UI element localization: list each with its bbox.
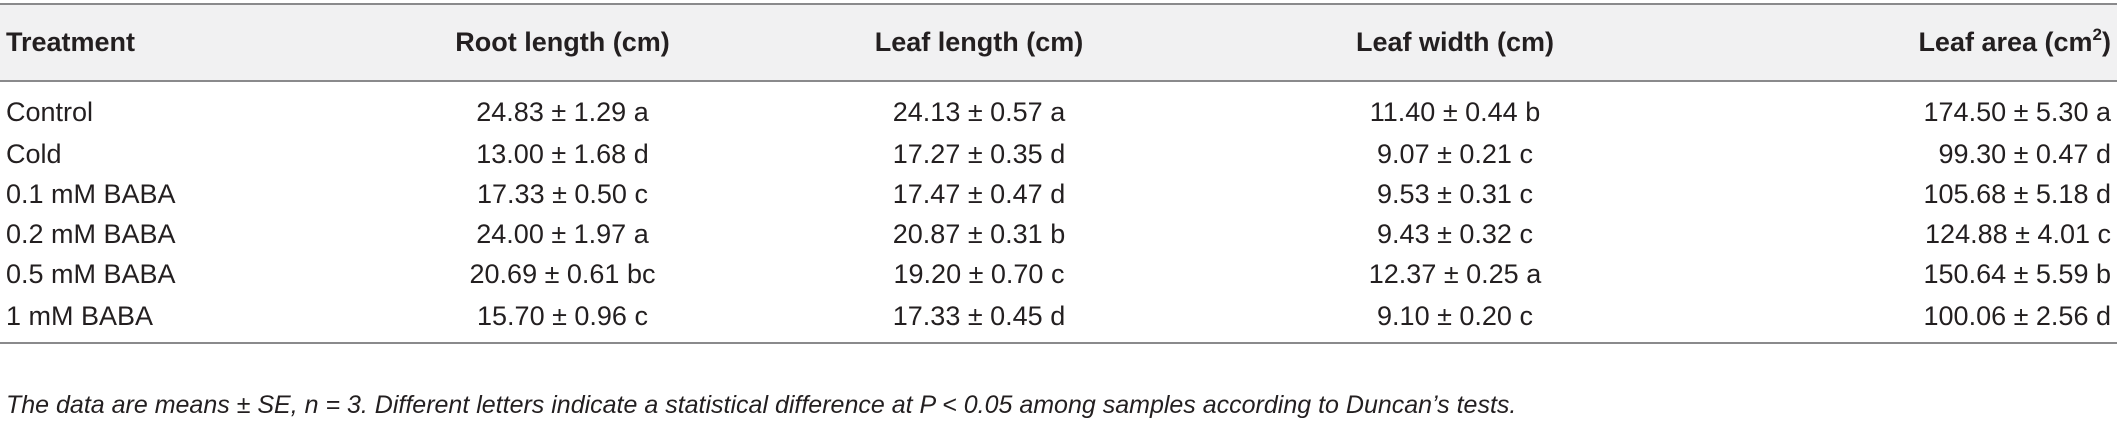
cell-leaf-width: 9.07 ± 0.21 c [1377, 138, 1533, 169]
cell-root-length: 13.00 ± 1.68 d [476, 138, 649, 169]
cell-root-length: 24.00 ± 1.97 a [476, 218, 649, 249]
cell-leaf-area: 174.50 ± 5.30 a [1923, 96, 2111, 127]
header-leaf-area-superscript: 2 [2092, 25, 2102, 44]
cell-treatment: Control [6, 96, 94, 127]
cell-leaf-width: 9.43 ± 0.32 c [1377, 218, 1533, 249]
table-row: 0.1 mM BABA 17.33 ± 0.50 c 17.47 ± 0.47 … [0, 174, 2117, 214]
cell-leaf-length: 17.27 ± 0.35 d [892, 138, 1066, 169]
header-leaf-area-close: ) [2102, 27, 2111, 57]
cell-treatment: 1 mM BABA [0, 294, 380, 344]
cell-treatment: 0.5 mM BABA [6, 258, 176, 289]
cell-leaf-width: 12.37 ± 0.25 a [1368, 258, 1542, 289]
cell-leaf-length: 20.87 ± 0.31 b [892, 218, 1066, 249]
cell-treatment: 0.2 mM BABA [6, 218, 176, 249]
cell-root-length: 20.69 ± 0.61 bc [469, 258, 656, 289]
cell-leaf-length: 17.33 ± 0.45 d [745, 294, 1213, 344]
cell-leaf-length: 19.20 ± 0.70 c [893, 258, 1065, 289]
cell-leaf-width: 9.10 ± 0.20 c [1213, 294, 1697, 344]
data-table: Treatment Root length (cm) Leaf length (… [0, 3, 2117, 344]
cell-leaf-length: 17.47 ± 0.47 d [892, 178, 1066, 209]
table-row: 0.2 mM BABA 24.00 ± 1.97 a 20.87 ± 0.31 … [0, 214, 2117, 254]
cell-leaf-area: 100.06 ± 2.56 d [1697, 294, 2117, 344]
cell-leaf-width: 11.40 ± 0.44 b [1369, 96, 1541, 127]
table-row: Control 24.83 ± 1.29 a 24.13 ± 0.57 a 11… [0, 81, 2117, 134]
cell-leaf-width: 9.53 ± 0.31 c [1377, 178, 1533, 209]
header-leaf-width: Leaf width (cm) [1213, 3, 1697, 82]
table-footnote: The data are means ± SE, n = 3. Differen… [6, 391, 1517, 419]
header-leaf-area: Leaf area (cm2) [1697, 3, 2117, 82]
header-treatment: Treatment [0, 3, 380, 82]
cell-leaf-area: 99.30 ± 0.47 d [1938, 138, 2111, 169]
table-row: 0.5 mM BABA 20.69 ± 0.61 bc 19.20 ± 0.70… [0, 254, 2117, 294]
table-row: 1 mM BABA 15.70 ± 0.96 c 17.33 ± 0.45 d … [0, 294, 2117, 344]
table-header-row: Treatment Root length (cm) Leaf length (… [0, 3, 2117, 82]
cell-treatment: Cold [6, 138, 62, 169]
cell-leaf-area: 150.64 ± 5.59 b [1923, 258, 2111, 289]
cell-root-length: 24.83 ± 1.29 a [476, 96, 649, 127]
header-leaf-length: Leaf length (cm) [745, 3, 1213, 82]
header-leaf-area-text: Leaf area (cm [1918, 27, 2093, 57]
cell-leaf-length: 24.13 ± 0.57 a [892, 96, 1066, 127]
table-row: Cold 13.00 ± 1.68 d 17.27 ± 0.35 d 9.07 … [0, 134, 2117, 174]
cell-root-length: 15.70 ± 0.96 c [380, 294, 745, 344]
header-root-length: Root length (cm) [380, 3, 745, 82]
cell-treatment: 0.1 mM BABA [6, 178, 176, 209]
cell-root-length: 17.33 ± 0.50 c [477, 178, 648, 209]
cell-leaf-area: 105.68 ± 5.18 d [1923, 178, 2111, 209]
cell-leaf-area: 124.88 ± 4.01 c [1925, 218, 2111, 249]
